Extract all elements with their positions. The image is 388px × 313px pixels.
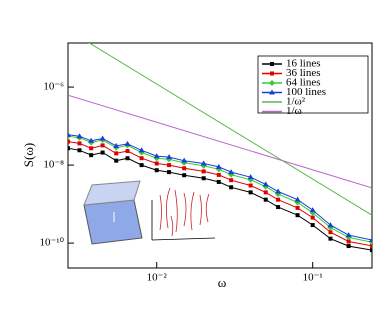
x-tick-label: 10⁻²	[147, 272, 168, 284]
marker	[276, 197, 281, 202]
legend-label: 36 lines	[286, 67, 321, 79]
marker	[114, 151, 119, 156]
marker	[310, 223, 315, 228]
marker	[100, 143, 105, 148]
marker	[247, 174, 254, 180]
marker	[114, 158, 119, 163]
marker	[153, 153, 160, 159]
y-tick-label: 10⁻⁶	[43, 81, 64, 93]
marker	[294, 196, 301, 202]
marker	[139, 163, 144, 168]
legend-box	[257, 55, 369, 114]
legend-marker	[270, 62, 274, 66]
marker	[327, 222, 334, 228]
legend-label: 100 lines	[286, 86, 326, 98]
marker	[89, 153, 94, 158]
plot-frame	[67, 42, 373, 269]
marker	[295, 213, 300, 218]
legend-label: 16 lines	[286, 58, 321, 70]
marker	[113, 142, 120, 148]
marker	[275, 188, 282, 194]
marker	[263, 190, 268, 195]
plot-area	[68, 43, 372, 253]
marker	[369, 237, 372, 243]
marker	[125, 148, 130, 153]
inset-box	[83, 180, 143, 245]
marker	[228, 169, 235, 175]
marker	[68, 146, 70, 151]
marker	[181, 157, 188, 163]
marker	[138, 147, 145, 153]
y-tick-label: 10⁻⁸	[43, 159, 64, 171]
marker	[229, 185, 234, 190]
marker	[154, 161, 159, 166]
marker	[248, 190, 253, 195]
marker	[215, 163, 222, 169]
marker	[248, 183, 253, 188]
y-tick-label: 10⁻¹⁰	[39, 237, 64, 249]
marker	[124, 140, 131, 146]
marker	[182, 173, 187, 178]
marker	[77, 148, 82, 153]
legend-label: 1/ω²	[286, 96, 306, 108]
marker	[68, 139, 70, 144]
marker	[310, 215, 315, 220]
marker	[229, 178, 234, 183]
marker	[263, 197, 268, 202]
marker	[68, 131, 71, 137]
marker	[167, 170, 172, 175]
marker	[328, 236, 333, 241]
marker	[346, 244, 351, 249]
marker	[88, 137, 95, 143]
marker	[295, 205, 300, 210]
series-line	[88, 43, 372, 216]
marker	[345, 232, 352, 238]
marker	[216, 179, 221, 184]
marker	[89, 146, 94, 151]
x-axis-label: ω	[218, 275, 227, 290]
inset-lines	[151, 187, 216, 241]
legend-marker	[269, 80, 275, 86]
marker	[370, 243, 372, 248]
x-tick-label: 10⁻¹	[303, 272, 323, 284]
marker	[201, 176, 206, 181]
legend-label: 64 lines	[286, 77, 321, 89]
marker	[201, 169, 206, 174]
marker	[309, 207, 316, 213]
marker	[328, 230, 333, 235]
marker	[77, 141, 82, 146]
marker	[276, 205, 281, 210]
marker	[167, 163, 172, 168]
marker	[166, 154, 173, 160]
marker	[100, 150, 105, 155]
legend-label: 1/ω	[286, 105, 302, 117]
marker	[182, 166, 187, 171]
marker	[370, 248, 372, 253]
marker	[216, 172, 221, 177]
marker	[76, 133, 83, 139]
marker	[346, 239, 351, 244]
series-line	[68, 94, 372, 189]
y-axis-label: S(ω)	[21, 143, 36, 167]
marker	[154, 168, 159, 173]
legend-marker	[270, 71, 274, 76]
marker	[139, 156, 144, 161]
marker	[99, 135, 106, 141]
marker	[262, 181, 269, 187]
marker	[200, 160, 207, 166]
legend-marker	[269, 89, 275, 95]
marker	[125, 156, 130, 161]
